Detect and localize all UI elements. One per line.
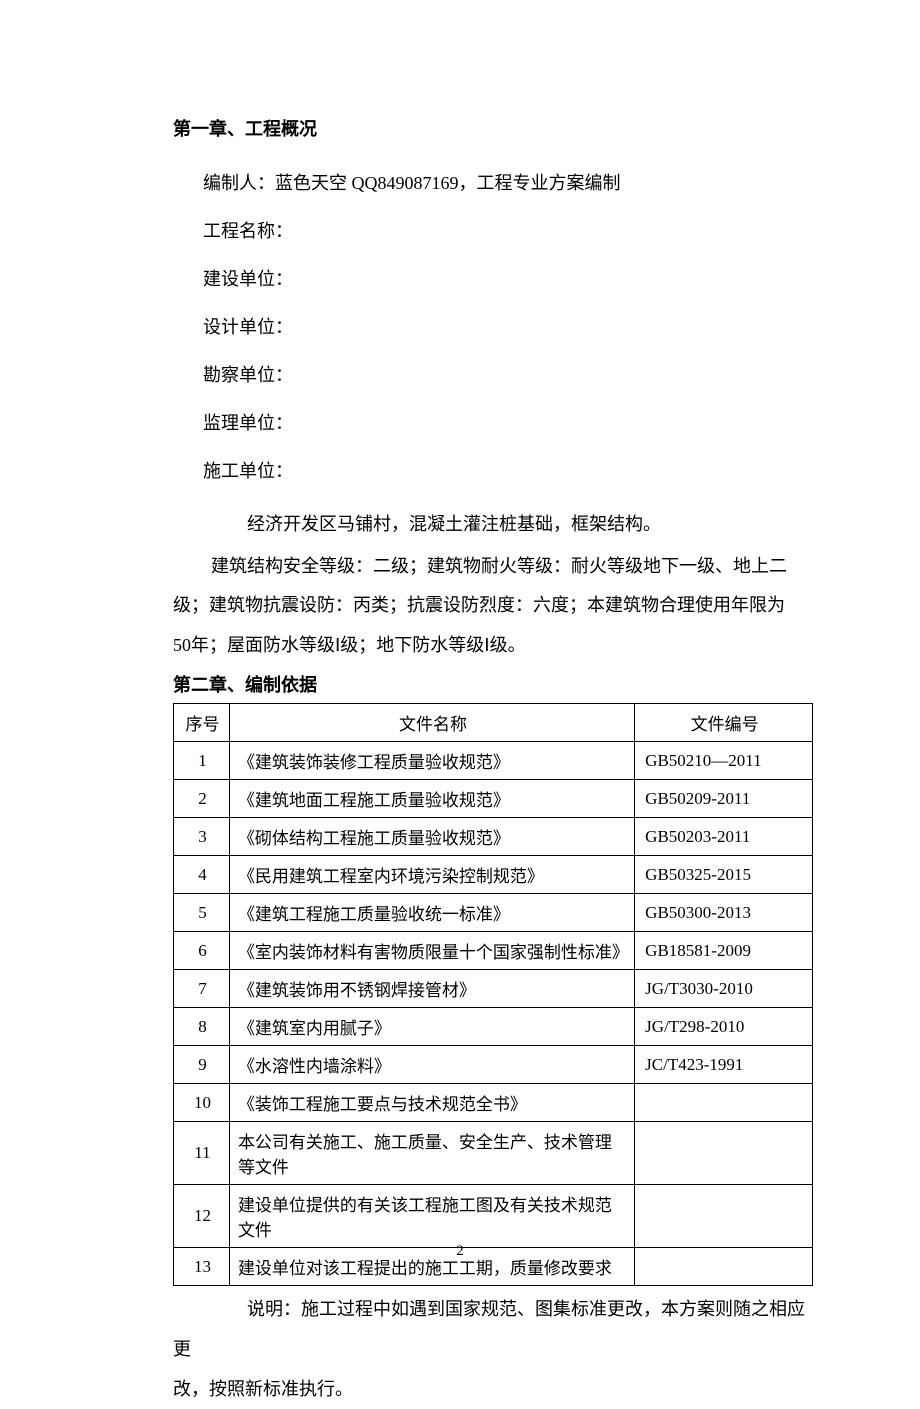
cell-code: GB50210—2011 — [635, 742, 813, 780]
overview-para-1: 经济开发区马铺村，混凝土灌注桩基础，框架结构。 — [173, 505, 805, 545]
cell-name: 《民用建筑工程室内环境污染控制规范》 — [229, 856, 634, 894]
table-row: 7《建筑装饰用不锈钢焊接管材》JG/T3030-2010 — [174, 970, 813, 1008]
cell-code: JG/T298-2010 — [635, 1008, 813, 1046]
cell-name: 《建筑室内用腻子》 — [229, 1008, 634, 1046]
table-row: 1《建筑装饰装修工程质量验收规范》GB50210—2011 — [174, 742, 813, 780]
chapter1-title: 第一章、工程概况 — [173, 115, 805, 141]
survey-unit-field: 勘察单位： — [203, 361, 805, 387]
cell-code: JC/T423-1991 — [635, 1046, 813, 1084]
note-line-2: 改，按照新标准执行。 — [173, 1370, 805, 1409]
cell-seq: 6 — [174, 932, 230, 970]
cell-name: 《建筑工程施工质量验收统一标准》 — [229, 894, 634, 932]
overview-para-2: 建筑结构安全等级：二级；建筑物耐火等级：耐火等级地下一级、地上二级；建筑物抗震设… — [173, 547, 805, 666]
cell-name: 本公司有关施工、施工质量、安全生产、技术管理等文件 — [229, 1122, 634, 1185]
table-row: 10《装饰工程施工要点与技术规范全书》 — [174, 1084, 813, 1122]
basis-table: 序号 文件名称 文件编号 1《建筑装饰装修工程质量验收规范》GB50210—20… — [173, 703, 813, 1286]
table-row: 4《民用建筑工程室内环境污染控制规范》GB50325-2015 — [174, 856, 813, 894]
cell-seq: 7 — [174, 970, 230, 1008]
cell-code — [635, 1185, 813, 1248]
table-header-row: 序号 文件名称 文件编号 — [174, 704, 813, 742]
table-row: 5《建筑工程施工质量验收统一标准》GB50300-2013 — [174, 894, 813, 932]
contractor-field: 施工单位： — [203, 457, 805, 483]
cell-code: GB18581-2009 — [635, 932, 813, 970]
cell-seq: 10 — [174, 1084, 230, 1122]
header-seq: 序号 — [174, 704, 230, 742]
table-row: 3《砌体结构工程施工质量验收规范》GB50203-2011 — [174, 818, 813, 856]
cell-seq: 4 — [174, 856, 230, 894]
author-field: 编制人：蓝色天空 QQ849087169，工程专业方案编制 — [203, 169, 805, 195]
cell-name: 《建筑装饰装修工程质量验收规范》 — [229, 742, 634, 780]
cell-seq: 3 — [174, 818, 230, 856]
design-unit-field: 设计单位： — [203, 313, 805, 339]
table-row: 2《建筑地面工程施工质量验收规范》GB50209-2011 — [174, 780, 813, 818]
cell-name: 《装饰工程施工要点与技术规范全书》 — [229, 1084, 634, 1122]
note-line-1: 说明：施工过程中如遇到国家规范、图集标准更改，本方案则随之相应更 — [173, 1290, 805, 1369]
cell-seq: 8 — [174, 1008, 230, 1046]
page-number: 2 — [0, 1243, 920, 1260]
cell-seq: 5 — [174, 894, 230, 932]
cell-code — [635, 1084, 813, 1122]
cell-name: 《水溶性内墙涂料》 — [229, 1046, 634, 1084]
project-name-field: 工程名称： — [203, 217, 805, 243]
cell-name: 《室内装饰材料有害物质限量十个国家强制性标准》 — [229, 932, 634, 970]
cell-code: GB50203-2011 — [635, 818, 813, 856]
table-row: 12建设单位提供的有关该工程施工图及有关技术规范文件 — [174, 1185, 813, 1248]
cell-seq: 2 — [174, 780, 230, 818]
cell-name: 《建筑地面工程施工质量验收规范》 — [229, 780, 634, 818]
cell-seq: 1 — [174, 742, 230, 780]
cell-name: 《砌体结构工程施工质量验收规范》 — [229, 818, 634, 856]
cell-code: JG/T3030-2010 — [635, 970, 813, 1008]
cell-code: GB50300-2013 — [635, 894, 813, 932]
header-name: 文件名称 — [229, 704, 634, 742]
cell-name: 《建筑装饰用不锈钢焊接管材》 — [229, 970, 634, 1008]
supervision-unit-field: 监理单位： — [203, 409, 805, 435]
header-code: 文件编号 — [635, 704, 813, 742]
table-row: 6《室内装饰材料有害物质限量十个国家强制性标准》GB18581-2009 — [174, 932, 813, 970]
table-row: 9《水溶性内墙涂料》JC/T423-1991 — [174, 1046, 813, 1084]
cell-seq: 9 — [174, 1046, 230, 1084]
cell-seq: 11 — [174, 1122, 230, 1185]
cell-seq: 12 — [174, 1185, 230, 1248]
chapter2-title: 第二章、编制依据 — [173, 671, 805, 697]
construction-unit-field: 建设单位： — [203, 265, 805, 291]
table-row: 11本公司有关施工、施工质量、安全生产、技术管理等文件 — [174, 1122, 813, 1185]
cell-code: GB50209-2011 — [635, 780, 813, 818]
table-row: 8《建筑室内用腻子》JG/T298-2010 — [174, 1008, 813, 1046]
cell-code — [635, 1122, 813, 1185]
cell-name: 建设单位提供的有关该工程施工图及有关技术规范文件 — [229, 1185, 634, 1248]
cell-code: GB50325-2015 — [635, 856, 813, 894]
